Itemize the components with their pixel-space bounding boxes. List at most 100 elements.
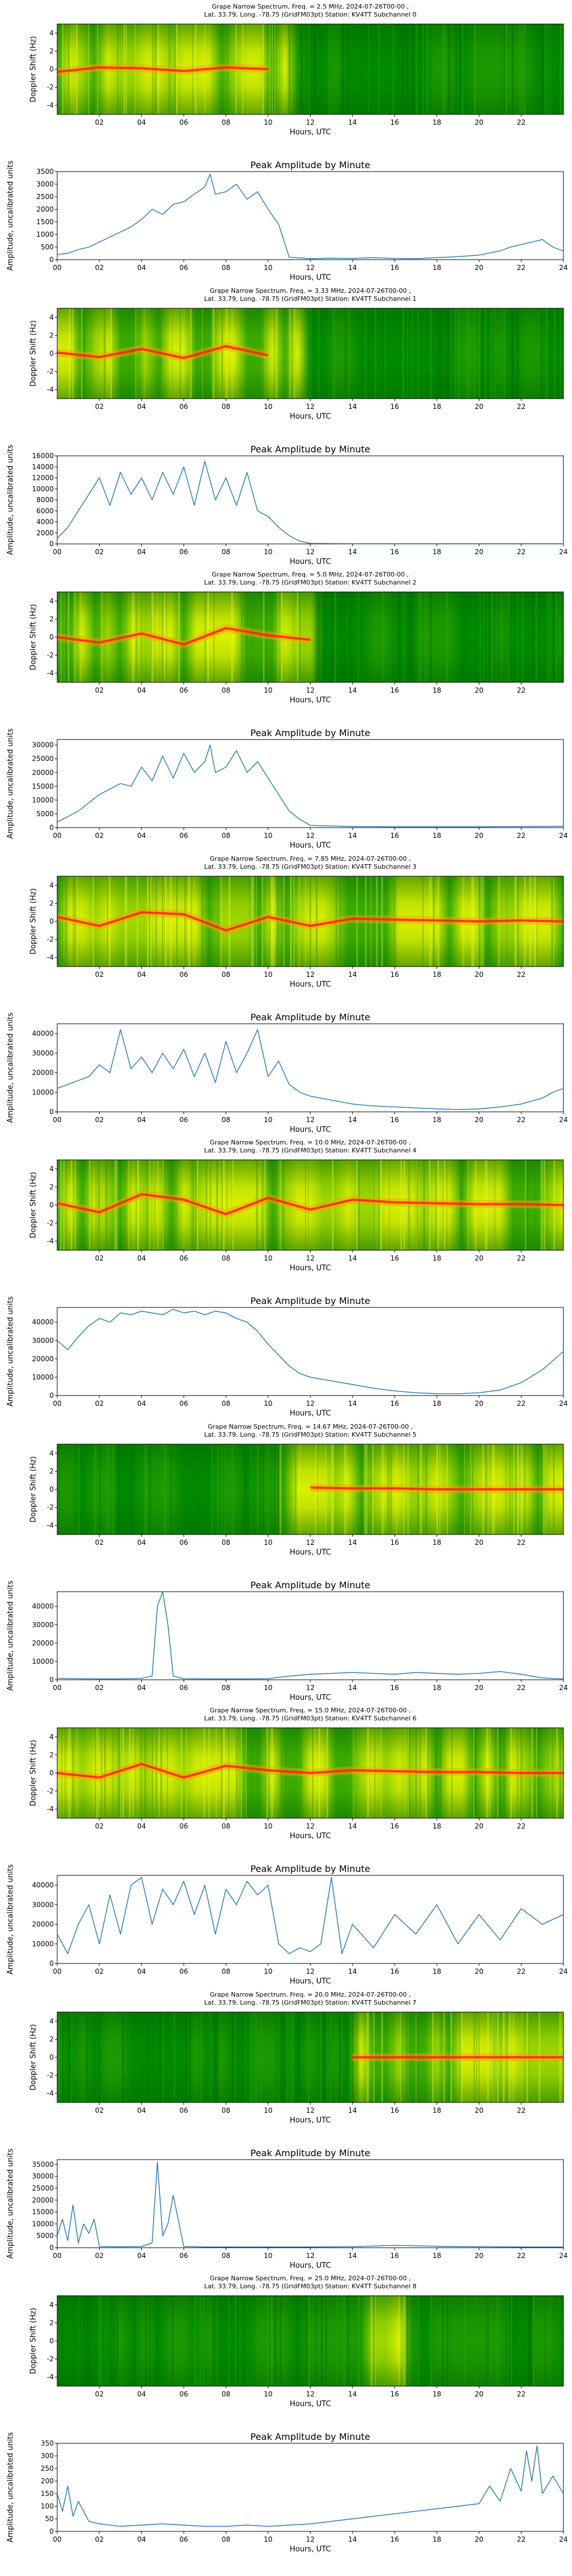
spectrogram-streak xyxy=(411,308,413,399)
spectrogram-streak xyxy=(347,24,348,114)
spectrogram-streak xyxy=(546,308,548,399)
y-tick-label: 25000 xyxy=(32,2184,54,2192)
y-tick-label: 0 xyxy=(49,1676,54,1684)
x-tick-label: 20 xyxy=(475,1400,483,1408)
spectrogram-streak xyxy=(83,2296,85,2386)
x-tick-label: 22 xyxy=(517,2535,526,2543)
spectrogram-streak xyxy=(231,1444,233,1535)
spectrogram-streak xyxy=(423,1160,425,1250)
x-axis-label: Hours, UTC xyxy=(289,558,331,566)
spectrogram-streak xyxy=(327,2012,328,2102)
spectrogram-streak xyxy=(113,1444,115,1535)
spectrogram-streak xyxy=(215,2012,217,2102)
spectrogram-streak xyxy=(176,876,178,967)
spectrogram-streak xyxy=(494,592,495,682)
spectrogram-streak xyxy=(170,876,172,967)
spectrogram-streak xyxy=(205,1160,208,1250)
spectrogram-streak xyxy=(136,1160,137,1250)
chart-title: Grape Narrow Spectrum, Freq. = 5.0 MHz, … xyxy=(212,571,409,578)
spectrogram-streak xyxy=(341,24,343,114)
x-tick-label: 02 xyxy=(95,118,104,126)
plot-frame xyxy=(57,1023,564,1112)
spectrogram-streak xyxy=(511,24,513,114)
spectrogram-streak xyxy=(530,2296,533,2386)
spectrogram-streak xyxy=(267,2296,269,2386)
spectrogram-shading xyxy=(57,308,563,399)
amplitude-panel: Peak Amplitude by Minute 0 10000 20000 30000… xyxy=(6,1863,568,1986)
spectrogram-streak xyxy=(252,592,254,682)
spectrogram-streak xyxy=(428,1160,431,1250)
x-tick-label: 24 xyxy=(559,2535,567,2543)
spectrogram-streak xyxy=(340,592,341,682)
x-tick-label: 04 xyxy=(137,971,146,979)
spectrogram-streak xyxy=(511,2296,513,2386)
spectrogram-streak xyxy=(403,2296,405,2386)
y-axis-label: Amplitude, uncalibrated units xyxy=(6,1864,15,1974)
x-tick-label: 20 xyxy=(475,118,483,126)
y-tick-label: 10000 xyxy=(32,2220,54,2228)
y-tick-label: 250 xyxy=(41,2464,54,2472)
plot-frame xyxy=(57,171,564,260)
x-tick-label: 16 xyxy=(390,2106,399,2114)
spectrogram-streak xyxy=(491,592,493,682)
spectrogram-streak xyxy=(517,308,519,399)
amplitude-panel: Peak Amplitude by Minute 0 5000 10000 15000 2… xyxy=(6,728,568,850)
x-tick-label: 12 xyxy=(306,1116,315,1124)
y-tick-label: 20000 xyxy=(32,1355,54,1363)
spectrogram-streak xyxy=(144,1444,146,1535)
spectrogram-streak xyxy=(286,2012,288,2102)
y-tick-label: 2 xyxy=(49,899,54,907)
spectrogram-streak xyxy=(507,592,510,682)
spectrogram-streak xyxy=(368,308,370,399)
doppler-trace xyxy=(57,911,564,932)
chart-subtitle: Lat. 33.79, Long. -78.75 (GridFM03pt) St… xyxy=(204,295,416,303)
x-tick-label: 04 xyxy=(137,2252,146,2260)
spectrogram-streak xyxy=(67,24,70,114)
y-tick-label: 0 xyxy=(49,824,54,832)
x-tick-label: 18 xyxy=(432,1684,441,1692)
x-tick-label: 10 xyxy=(264,548,272,556)
spectrogram-streak xyxy=(99,1444,101,1535)
y-tick-label: 15000 xyxy=(32,782,54,790)
spectrogram-streak xyxy=(96,1728,98,1818)
spectrogram-streak xyxy=(535,592,538,682)
x-tick-label: 06 xyxy=(180,403,188,411)
spectrogram-streak xyxy=(217,1444,220,1535)
spectrogram-streak xyxy=(107,876,109,967)
x-tick-label: 00 xyxy=(53,2535,61,2543)
spectrogram-streak xyxy=(164,1444,166,1535)
x-tick-label: 24 xyxy=(559,2252,567,2260)
spectrogram-streak xyxy=(178,592,180,682)
y-tick-label: 4 xyxy=(49,881,54,889)
spectrogram-streak xyxy=(122,1728,125,1818)
x-axis-label: Hours, UTC xyxy=(289,696,331,705)
x-tick-label: 04 xyxy=(137,1684,146,1692)
spectrogram-streak xyxy=(194,2296,197,2386)
x-tick-label: 02 xyxy=(95,2535,104,2543)
y-tick-label: 4 xyxy=(49,597,54,605)
spectrogram-streak xyxy=(480,308,482,399)
chart-subtitle: Lat. 33.79, Long. -78.75 (GridFM03pt) St… xyxy=(204,1999,416,2006)
y-tick-label: 0 xyxy=(49,1201,54,1209)
spectrogram-streak xyxy=(100,2296,102,2386)
x-tick-label: 12 xyxy=(306,548,315,556)
x-tick-label: 20 xyxy=(475,1254,483,1262)
y-tick-label: 0 xyxy=(49,1108,54,1116)
y-tick-label: 0 xyxy=(49,2337,54,2345)
spectrogram-streak xyxy=(400,1160,402,1250)
spectrogram-streak xyxy=(438,1160,439,1250)
spectrogram-streak xyxy=(280,1728,283,1818)
spectrogram-streak xyxy=(343,2296,345,2386)
y-tick-label: 0 xyxy=(49,917,54,925)
spectrogram-streak xyxy=(403,592,405,682)
y-tick-label: 5000 xyxy=(36,2232,54,2240)
x-tick-label: 02 xyxy=(95,971,104,979)
x-tick-label: 04 xyxy=(137,1539,146,1547)
amplitude-series-line xyxy=(57,1309,564,1394)
spectrogram-streak xyxy=(245,1728,247,1818)
y-tick-label: 20000 xyxy=(32,1921,54,1929)
spectrogram-streak xyxy=(216,2012,219,2102)
spectrogram-streak xyxy=(204,308,205,399)
x-tick-label: 10 xyxy=(264,2390,272,2398)
x-tick-label: 16 xyxy=(390,403,399,411)
